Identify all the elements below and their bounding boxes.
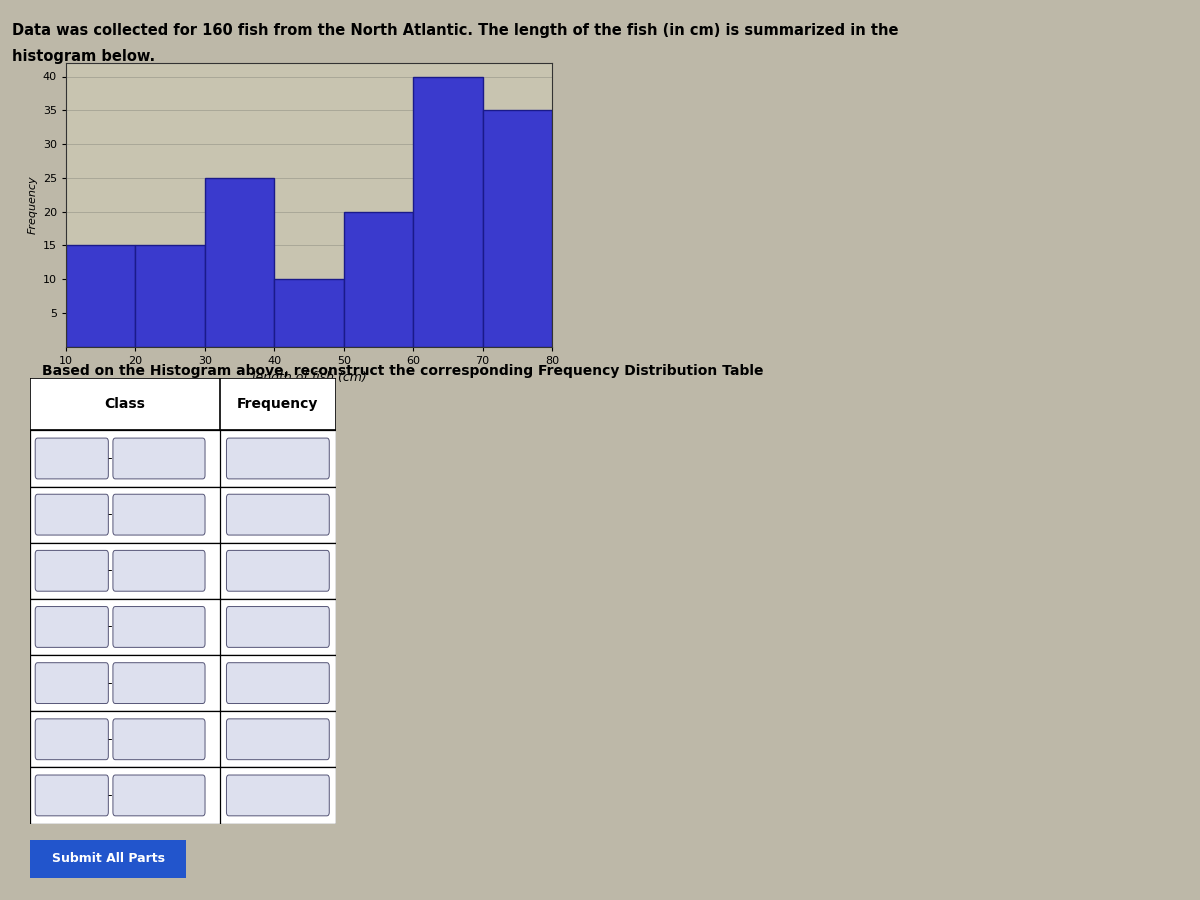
FancyBboxPatch shape xyxy=(35,719,108,760)
Text: Data was collected for 160 fish from the North Atlantic. The length of the fish : Data was collected for 160 fish from the… xyxy=(12,22,899,38)
FancyBboxPatch shape xyxy=(227,551,329,591)
FancyBboxPatch shape xyxy=(35,662,108,704)
Bar xyxy=(413,76,482,346)
FancyBboxPatch shape xyxy=(113,551,205,591)
Text: Frequency: Frequency xyxy=(238,397,318,411)
FancyBboxPatch shape xyxy=(227,438,329,479)
FancyBboxPatch shape xyxy=(113,438,205,479)
FancyBboxPatch shape xyxy=(227,719,329,760)
Bar xyxy=(66,245,136,346)
Y-axis label: Frequency: Frequency xyxy=(28,176,37,234)
FancyBboxPatch shape xyxy=(227,775,329,815)
FancyBboxPatch shape xyxy=(113,775,205,815)
Text: -: - xyxy=(108,733,112,746)
Bar xyxy=(275,279,343,346)
Bar xyxy=(30,543,336,598)
Text: Based on the Histogram above, reconstruct the corresponding Frequency Distributi: Based on the Histogram above, reconstruc… xyxy=(42,364,763,379)
Text: -: - xyxy=(108,789,112,802)
Bar xyxy=(482,111,552,346)
FancyBboxPatch shape xyxy=(35,551,108,591)
Bar xyxy=(30,768,336,824)
Bar xyxy=(205,178,275,346)
FancyBboxPatch shape xyxy=(113,607,205,647)
Bar xyxy=(30,598,336,655)
Bar xyxy=(343,212,413,346)
FancyBboxPatch shape xyxy=(35,438,108,479)
Bar xyxy=(30,487,336,543)
Text: -: - xyxy=(108,452,112,465)
FancyBboxPatch shape xyxy=(227,494,329,536)
FancyBboxPatch shape xyxy=(113,662,205,704)
Text: Submit All Parts: Submit All Parts xyxy=(52,852,164,865)
Text: -: - xyxy=(108,620,112,634)
Text: histogram below.: histogram below. xyxy=(12,50,155,65)
Bar xyxy=(30,378,336,430)
FancyBboxPatch shape xyxy=(35,775,108,815)
Bar xyxy=(30,711,336,768)
FancyBboxPatch shape xyxy=(227,662,329,704)
Text: -: - xyxy=(108,564,112,577)
FancyBboxPatch shape xyxy=(35,494,108,536)
Text: Class: Class xyxy=(104,397,145,411)
FancyBboxPatch shape xyxy=(35,607,108,647)
FancyBboxPatch shape xyxy=(113,494,205,536)
Text: -: - xyxy=(108,677,112,689)
FancyBboxPatch shape xyxy=(113,719,205,760)
Bar xyxy=(30,430,336,487)
Text: -: - xyxy=(108,508,112,521)
FancyBboxPatch shape xyxy=(227,607,329,647)
Bar xyxy=(30,655,336,711)
Bar xyxy=(136,245,205,346)
X-axis label: length of fish (cm): length of fish (cm) xyxy=(252,371,366,384)
